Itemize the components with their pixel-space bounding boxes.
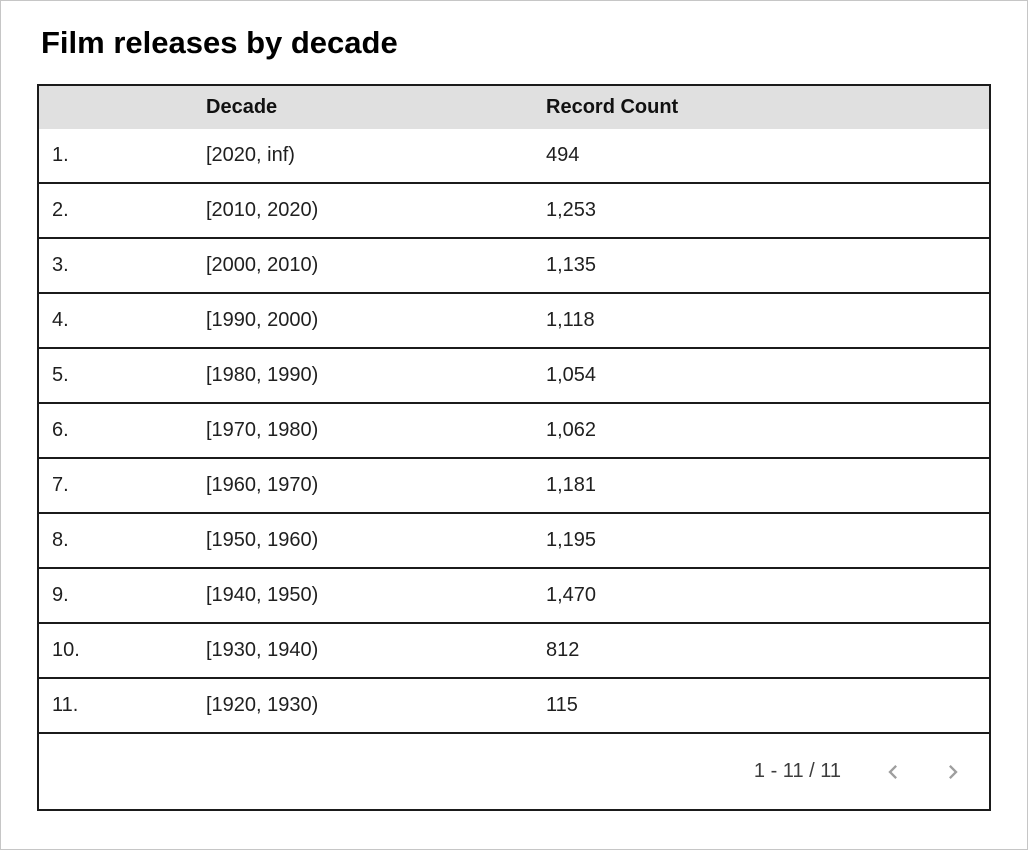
table-header-row: Decade Record Count xyxy=(39,86,989,129)
decade-value: [2020, inf) xyxy=(206,144,295,166)
row-number: 5. xyxy=(52,364,69,386)
table-row: 9. [1940, 1950) 1,470 xyxy=(39,567,989,622)
header-cell-decade[interactable]: Decade xyxy=(206,96,278,118)
row-number: 3. xyxy=(52,254,69,276)
row-number: 10. xyxy=(52,639,80,661)
table-row: 4. [1990, 2000) 1,118 xyxy=(39,292,989,347)
pagination-next-button[interactable] xyxy=(939,758,967,786)
row-number: 11. xyxy=(52,694,79,716)
table-row: 7. [1960, 1970) 1,181 xyxy=(39,457,989,512)
row-number: 6. xyxy=(52,419,69,441)
record-count-value: 1,062 xyxy=(546,419,597,441)
decade-value: [2000, 2010) xyxy=(206,254,319,276)
record-count-value: 812 xyxy=(546,639,580,661)
table-row: 5. [1980, 1990) 1,054 xyxy=(39,347,989,402)
table-row: 8. [1950, 1960) 1,195 xyxy=(39,512,989,567)
row-number: 8. xyxy=(52,529,69,551)
decade-value: [1960, 1970) xyxy=(206,474,319,496)
table-row: 10. [1930, 1940) 812 xyxy=(39,622,989,677)
row-number: 7. xyxy=(52,474,69,496)
record-count-value: 494 xyxy=(546,144,580,166)
table-row: 1. [2020, inf) 494 xyxy=(39,129,989,182)
row-number: 4. xyxy=(52,309,69,331)
chevron-right-icon xyxy=(939,758,967,786)
record-count-value: 1,118 xyxy=(546,309,595,331)
decade-value: [1950, 1960) xyxy=(206,529,319,551)
record-count-value: 115 xyxy=(546,694,578,716)
record-count-value: 1,135 xyxy=(546,254,597,276)
decade-value: [1990, 2000) xyxy=(206,309,319,331)
header-cell-record-count[interactable]: Record Count xyxy=(546,96,679,118)
record-count-value: 1,195 xyxy=(546,529,597,551)
row-number: 9. xyxy=(52,584,69,606)
chevron-left-icon xyxy=(879,758,907,786)
record-count-value: 1,054 xyxy=(546,364,597,386)
row-number: 1. xyxy=(52,144,69,166)
table-row: 6. [1970, 1980) 1,062 xyxy=(39,402,989,457)
decade-value: [1980, 1990) xyxy=(206,364,319,386)
decade-value: [1930, 1940) xyxy=(206,639,319,661)
page-title: Film releases by decade xyxy=(41,25,398,60)
table-footer: 1 - 11 / 11 xyxy=(39,732,989,809)
record-count-value: 1,181 xyxy=(546,474,597,496)
data-table: Decade Record Count 1. [2020, inf) 494 2… xyxy=(37,84,991,811)
row-number: 2. xyxy=(52,199,69,221)
table-row: 2. [2010, 2020) 1,253 xyxy=(39,182,989,237)
decade-value: [1940, 1950) xyxy=(206,584,319,606)
record-count-value: 1,470 xyxy=(546,584,597,606)
table-row: 3. [2000, 2010) 1,135 xyxy=(39,237,989,292)
decade-value: [1970, 1980) xyxy=(206,419,319,441)
decade-value: [2010, 2020) xyxy=(206,199,319,221)
pagination-prev-button[interactable] xyxy=(879,758,907,786)
pagination-range-label: 1 - 11 / 11 xyxy=(753,760,841,782)
decade-value: [1920, 1930) xyxy=(206,694,319,716)
table-row: 11. [1920, 1930) 115 xyxy=(39,677,989,732)
record-count-value: 1,253 xyxy=(546,199,597,221)
